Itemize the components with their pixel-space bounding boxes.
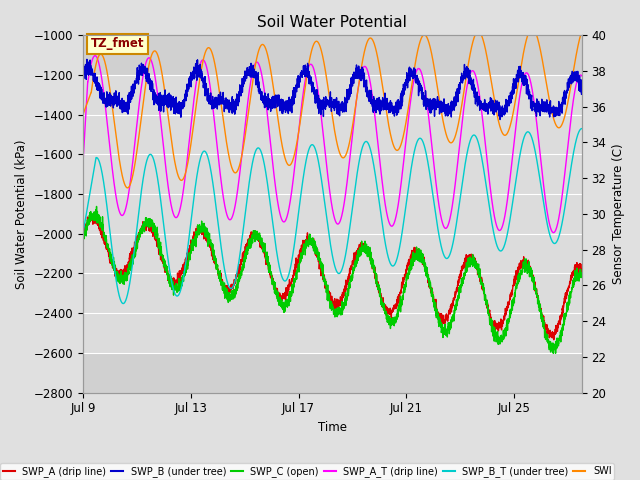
Text: TZ_fmet: TZ_fmet: [91, 37, 145, 50]
Legend: SWP_A (drip line), SWP_B (under tree), SWP_C (open), SWP_A_T (drip line), SWP_B_: SWP_A (drip line), SWP_B (under tree), S…: [0, 463, 614, 480]
Bar: [83, 75, 582, 353]
Y-axis label: Sensor Temperature (C): Sensor Temperature (C): [612, 144, 625, 284]
Title: Soil Water Potential: Soil Water Potential: [257, 15, 407, 30]
Y-axis label: Soil Water Potential (kPa): Soil Water Potential (kPa): [15, 139, 28, 288]
X-axis label: Time: Time: [318, 421, 347, 434]
